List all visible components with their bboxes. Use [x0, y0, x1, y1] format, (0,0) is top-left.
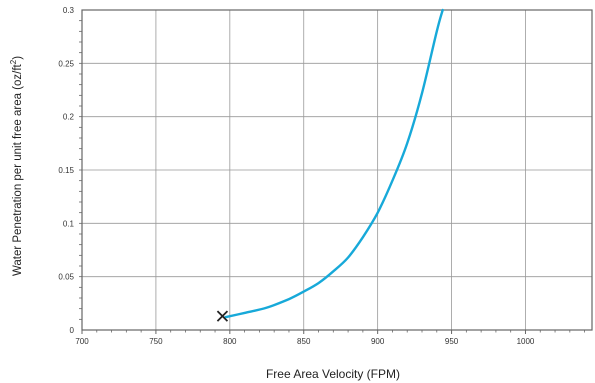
y-tick-label: 0.3 — [63, 6, 75, 15]
y-tick-labels: 0 0.05 0.1 0.15 0.2 0.25 0.3 — [58, 6, 74, 335]
y-tick-label: 0.2 — [63, 113, 75, 122]
x-tick-label: 700 — [75, 337, 89, 346]
x-tick-labels: 700 750 800 850 900 950 1000 — [75, 337, 535, 346]
grid — [79, 9, 592, 334]
y-axis-title-tail: ) — [12, 56, 24, 60]
start-marker — [216, 310, 229, 322]
y-tick-label: 0 — [70, 326, 75, 335]
x-tick-label: 1000 — [517, 337, 535, 346]
x-tick-label: 750 — [149, 337, 163, 346]
x-axis-title: Free Area Velocity (FPM) — [266, 367, 400, 381]
x-tick-label: 900 — [371, 337, 385, 346]
plot-frame — [81, 9, 593, 331]
y-axis-title-main: Water Penetration per unit free area (oz… — [12, 63, 24, 276]
y-axis-title-sup: 2 — [9, 59, 18, 64]
y-tick-label: 0.05 — [58, 273, 74, 282]
x-tick-label: 850 — [297, 337, 311, 346]
y-tick-label: 0.25 — [58, 59, 74, 68]
marker-stroke — [216, 310, 229, 322]
x-tick-label: 800 — [223, 337, 237, 346]
y-axis-title: Water Penetration per unit free area (oz… — [9, 56, 24, 276]
series-line — [224, 8, 444, 319]
x-tick-label: 950 — [445, 337, 459, 346]
y-tick-label: 0.15 — [58, 166, 74, 175]
y-tick-label: 0.1 — [63, 219, 75, 228]
